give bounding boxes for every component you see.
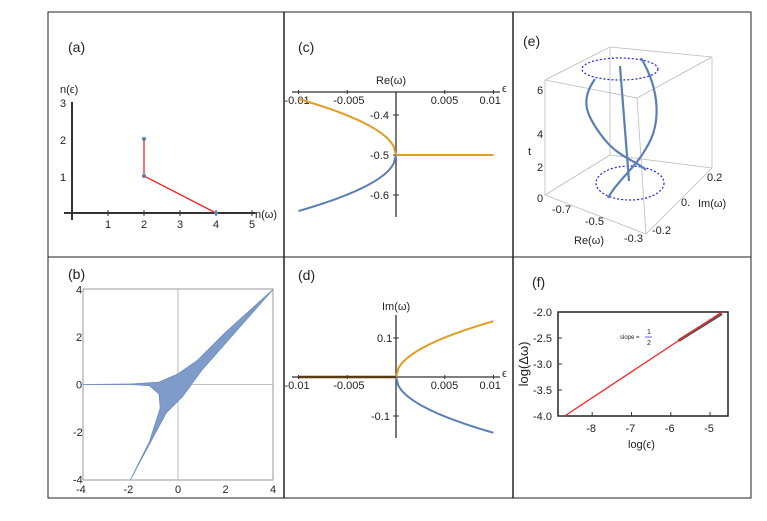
data-point — [142, 174, 146, 178]
im-omega-blue-curve — [395, 376, 494, 434]
box-edge — [609, 46, 713, 58]
x-tick-label: 0.005 — [431, 95, 459, 107]
y-axis-label: log(Δω) — [516, 342, 531, 387]
trajectory-curve — [585, 78, 647, 171]
x-tick-label: -5 — [704, 423, 714, 435]
y-tick-label: -3.5 — [533, 385, 552, 397]
x-tick-label: -0.7 — [552, 204, 571, 216]
z-tick-label: 4 — [537, 129, 543, 141]
x-axis-label: ϵ — [502, 83, 507, 95]
x-tick-label: 1 — [105, 219, 111, 231]
x-tick-label: 3 — [177, 219, 183, 231]
data-point — [214, 211, 218, 215]
shaded-region — [82, 289, 274, 480]
x-tick-label: 4 — [213, 219, 219, 231]
x-tick-label: 2 — [223, 484, 229, 496]
x-axis-label: ϵ — [502, 368, 507, 380]
y-tick-label: -0.6 — [370, 190, 389, 202]
z-tick-label: 0 — [537, 193, 543, 205]
red-fit-line — [564, 311, 723, 417]
y-tick-label: 4 — [76, 285, 82, 297]
re-omega-orange-curve — [298, 98, 494, 156]
panel-label: (c) — [298, 39, 314, 55]
x-axis-label: n(ω) — [255, 209, 277, 221]
data-point — [142, 137, 146, 141]
y-tick-label: -0.2 — [652, 225, 671, 237]
y-axis-label: Re(ω) — [376, 75, 406, 87]
y-tick-label: -2.0 — [533, 307, 552, 319]
y-axis-label: Im(ω) — [698, 198, 726, 210]
x-tick-label: 0 — [175, 484, 181, 496]
box-edge — [544, 194, 647, 235]
y-tick-label: 0.1 — [377, 333, 392, 345]
panel-label: (b) — [68, 266, 85, 282]
y-axis-label: n(ϵ) — [60, 84, 78, 96]
x-tick-label: 0.005 — [431, 380, 459, 392]
y-tick-label: -2.5 — [533, 333, 552, 345]
y-tick-label: -0.4 — [370, 110, 389, 122]
y-tick-label: -2 — [73, 427, 83, 439]
x-tick-label: 0.01 — [480, 380, 501, 392]
im-omega-orange-curve — [395, 320, 494, 378]
y-tick-label: -0.5 — [370, 150, 389, 162]
x-tick-label: -2 — [124, 484, 134, 496]
box-edge — [645, 167, 713, 235]
y-tick-label: 1 — [60, 172, 66, 184]
y-tick-label: -3.0 — [533, 359, 552, 371]
y-axis-label: Im(ω) — [382, 301, 410, 313]
x-tick-label: 5 — [249, 219, 255, 231]
x-tick-label: -7 — [625, 423, 635, 435]
trajectory-curve — [607, 57, 658, 199]
y-tick-label: 0.2 — [707, 172, 722, 184]
y-tick-label: 2 — [60, 135, 66, 147]
box-edge — [636, 56, 713, 99]
y-tick-label: 3 — [60, 98, 66, 110]
z-tick-label: 6 — [537, 85, 543, 97]
y-tick-label: 0. — [681, 197, 690, 209]
x-tick-label: -0.01 — [285, 95, 310, 107]
re-omega-blue-curve — [298, 154, 397, 212]
panel-label: (f) — [532, 274, 545, 290]
box-edge — [544, 46, 611, 81]
panel-label: (a) — [68, 39, 85, 55]
x-tick-label: 4 — [270, 484, 276, 496]
y-tick-label: -4.0 — [533, 411, 552, 423]
red-path-line — [143, 139, 217, 214]
x-tick-label: -4 — [76, 484, 86, 496]
slope-numerator: 1 — [647, 329, 651, 336]
trajectory-curve — [618, 65, 631, 182]
x-tick-label: -0.3 — [624, 233, 643, 245]
x-tick-label: -0.01 — [285, 380, 310, 392]
panel-label: (d) — [298, 267, 315, 283]
x-tick-label: -6 — [665, 423, 675, 435]
x-axis-label: Re(ω) — [574, 235, 604, 247]
y-tick-label: 0 — [76, 380, 82, 392]
slope-denominator: 2 — [647, 340, 651, 347]
z-tick-label: 2 — [537, 162, 543, 174]
z-axis-label: t — [528, 146, 531, 158]
panel-label: (e) — [523, 33, 540, 49]
y-tick-label: 2 — [76, 332, 82, 344]
x-tick-label: -0.005 — [333, 95, 364, 107]
slope-annotation: slope = — [620, 335, 640, 341]
x-axis-label: log(ϵ) — [628, 439, 655, 451]
x-tick-label: -0.005 — [333, 380, 364, 392]
x-tick-label: 2 — [141, 219, 147, 231]
outer-frame — [47, 11, 752, 499]
x-tick-label: -8 — [586, 423, 596, 435]
x-tick-label: -0.5 — [585, 216, 604, 228]
y-tick-label: -0.1 — [371, 411, 390, 423]
y-tick-label: -4 — [73, 475, 83, 487]
dotted-circle-bottom — [595, 165, 665, 201]
x-tick-label: 0.01 — [480, 95, 501, 107]
box-edge — [544, 154, 611, 196]
